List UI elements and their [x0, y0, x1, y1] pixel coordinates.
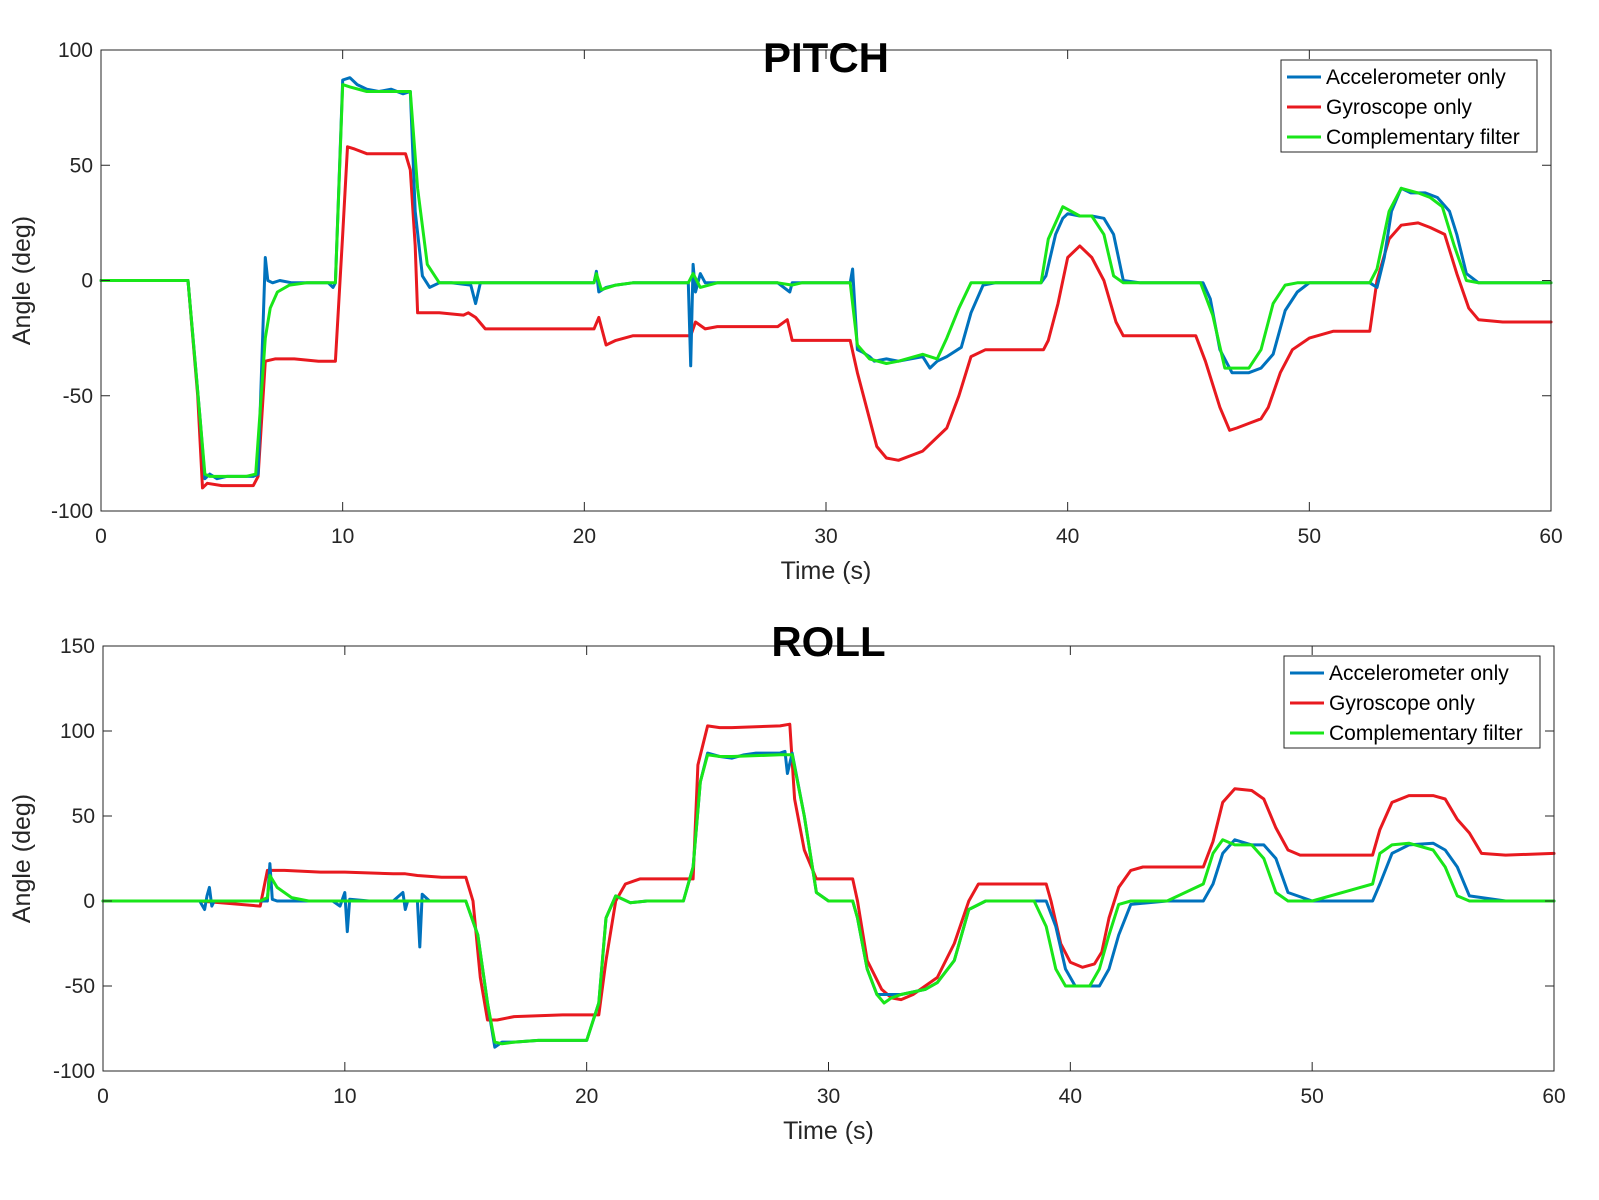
roll-series-complementary-line [101, 753, 1556, 1046]
pitch-x-tick-label: 60 [1539, 525, 1562, 548]
roll-x-tick-label: 10 [333, 1085, 356, 1108]
roll-legend-label-gyroscope: Gyroscope only [1329, 692, 1475, 715]
roll-x-tick-label: 50 [1300, 1085, 1323, 1108]
roll-y-tick-label: 100 [60, 720, 95, 743]
pitch-series-complementary-line [99, 83, 1553, 478]
roll-y-tick-label: 150 [60, 635, 95, 658]
pitch-legend-label-accelerometer: Accelerometer only [1326, 66, 1506, 89]
pitch-x-tick-label: 40 [1056, 525, 1079, 548]
pitch-x-axis-ticks: 0 10 20 30 40 50 60 [95, 50, 1563, 548]
pitch-legend-box [1280, 59, 1538, 153]
roll-series-gyroscope-line [101, 722, 1556, 1022]
pitch-y-axis-label: Angle (deg) [8, 216, 36, 345]
chart-pitch: 0 10 20 30 40 50 60 -100 -50 0 50 100 PITCH Time (… [8, 34, 1563, 585]
pitch-legend-label-gyroscope: Gyroscope only [1326, 96, 1472, 119]
roll-y-axis-ticks: -100 -50 0 50 100 150 [53, 635, 1554, 1083]
roll-y-tick-label: 0 [83, 890, 95, 913]
roll-y-axis-label: Angle (deg) [8, 794, 36, 923]
roll-plot-lines [101, 722, 1556, 1049]
pitch-x-tick-label: 20 [573, 525, 596, 548]
pitch-y-tick-label: -100 [51, 500, 93, 523]
roll-x-tick-label: 60 [1542, 1085, 1565, 1108]
pitch-legend: Accelerometer only Gyroscope only Comple… [1280, 59, 1538, 153]
pitch-x-tick-label: 30 [814, 525, 837, 548]
pitch-y-tick-label: 100 [58, 39, 93, 62]
roll-x-axis-ticks: 0 10 20 30 40 50 60 [97, 646, 1566, 1108]
pitch-y-axis-ticks: -100 -50 0 50 100 [51, 39, 1551, 523]
pitch-x-axis-label: Time (s) [781, 557, 872, 585]
roll-x-tick-label: 30 [817, 1085, 840, 1108]
pitch-y-tick-label: -50 [63, 385, 93, 408]
roll-legend-label-accelerometer: Accelerometer only [1329, 662, 1509, 685]
roll-legend: Accelerometer only Gyroscope only Comple… [1283, 655, 1541, 749]
roll-x-tick-label: 40 [1059, 1085, 1082, 1108]
chart-roll: 0 10 20 30 40 50 60 -100 -50 0 50 100 150 ROLL Time… [8, 618, 1566, 1145]
roll-x-tick-label: 0 [97, 1085, 109, 1108]
pitch-x-tick-label: 10 [331, 525, 354, 548]
roll-y-tick-label: -50 [65, 975, 95, 998]
roll-y-tick-label: -100 [53, 1060, 95, 1083]
pitch-y-tick-label: 0 [81, 270, 93, 293]
pitch-y-tick-label: 50 [70, 154, 93, 177]
roll-y-tick-label: 50 [72, 805, 95, 828]
pitch-chart-title: PITCH [763, 34, 889, 81]
pitch-x-tick-label: 50 [1298, 525, 1321, 548]
roll-legend-label-complementary: Complementary filter [1329, 722, 1523, 745]
roll-legend-box [1283, 655, 1541, 749]
roll-x-axis-label: Time (s) [783, 1117, 874, 1145]
pitch-legend-label-complementary: Complementary filter [1326, 126, 1520, 149]
pitch-plot-lines [99, 76, 1553, 490]
pitch-series-gyroscope-line [99, 145, 1553, 490]
roll-chart-title: ROLL [771, 618, 885, 665]
roll-x-tick-label: 20 [575, 1085, 598, 1108]
pitch-x-tick-label: 0 [95, 525, 107, 548]
